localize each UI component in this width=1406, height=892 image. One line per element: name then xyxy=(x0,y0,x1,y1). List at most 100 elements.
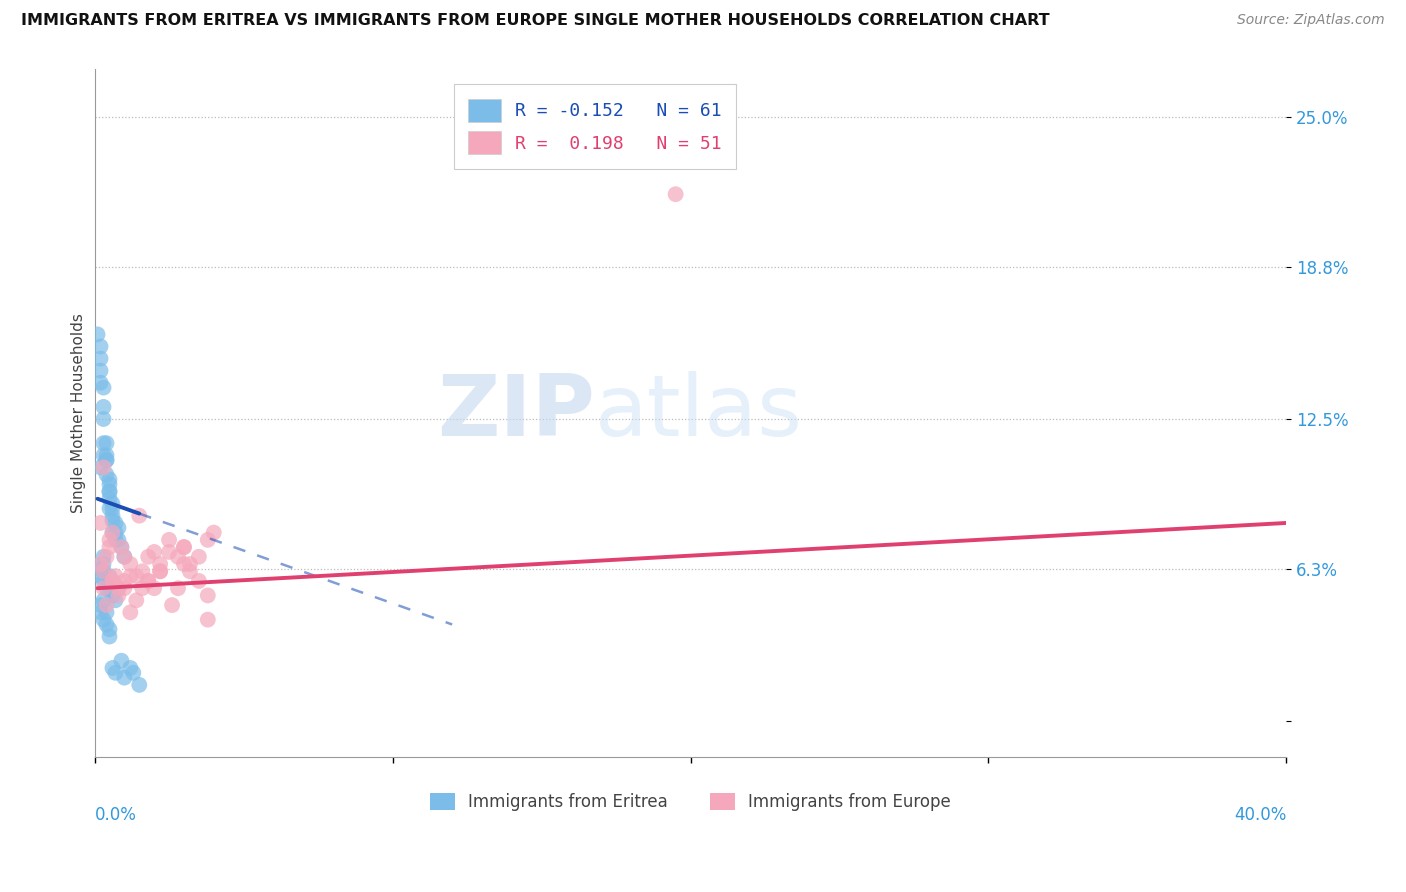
Point xyxy=(90,351,112,366)
Point xyxy=(125,593,148,607)
Point xyxy=(179,557,201,571)
Point xyxy=(93,564,115,578)
Point xyxy=(101,525,124,540)
Point xyxy=(160,598,183,612)
Text: IMMIGRANTS FROM ERITREA VS IMMIGRANTS FROM EUROPE SINGLE MOTHER HOUSEHOLDS CORRE: IMMIGRANTS FROM ERITREA VS IMMIGRANTS FR… xyxy=(21,13,1050,29)
Point xyxy=(120,569,142,583)
Point xyxy=(107,581,129,595)
Point xyxy=(93,574,115,588)
Point xyxy=(96,467,118,482)
Point xyxy=(90,516,112,530)
Point xyxy=(93,381,115,395)
Point xyxy=(90,460,112,475)
Point xyxy=(93,460,115,475)
Point xyxy=(90,339,112,353)
Point xyxy=(128,508,150,523)
Point xyxy=(167,549,190,564)
Point xyxy=(173,540,195,554)
Point xyxy=(98,630,121,644)
Point xyxy=(120,557,142,571)
Point xyxy=(179,564,201,578)
Point xyxy=(157,533,180,547)
Point xyxy=(131,581,153,595)
Point xyxy=(96,606,118,620)
Point xyxy=(128,678,150,692)
Point xyxy=(101,514,124,528)
Point xyxy=(93,436,115,450)
Point xyxy=(104,665,127,680)
Point xyxy=(136,549,159,564)
Point xyxy=(110,540,132,554)
Point xyxy=(104,569,127,583)
Point xyxy=(101,501,124,516)
Point xyxy=(104,525,127,540)
Point xyxy=(173,557,195,571)
Point xyxy=(197,589,219,603)
Point xyxy=(197,533,219,547)
Point xyxy=(101,661,124,675)
Point xyxy=(96,448,118,462)
Point xyxy=(143,545,166,559)
Text: atlas: atlas xyxy=(595,371,803,454)
Point xyxy=(202,525,225,540)
Point xyxy=(143,581,166,595)
Point xyxy=(93,412,115,426)
Point xyxy=(96,581,118,595)
Point xyxy=(98,622,121,636)
Point xyxy=(93,613,115,627)
Point xyxy=(96,549,118,564)
Point xyxy=(120,606,142,620)
Point xyxy=(90,562,112,576)
Point xyxy=(90,557,112,571)
Point xyxy=(90,569,112,583)
Point xyxy=(98,491,121,506)
Point xyxy=(90,606,112,620)
Point xyxy=(90,364,112,378)
Point xyxy=(157,545,180,559)
Point xyxy=(93,448,115,462)
Point xyxy=(187,574,209,588)
Point xyxy=(110,540,132,554)
Point xyxy=(167,581,190,595)
Point xyxy=(93,549,115,564)
Point xyxy=(665,187,688,202)
Point xyxy=(131,564,153,578)
Point xyxy=(90,598,112,612)
Point xyxy=(104,516,127,530)
Point xyxy=(90,376,112,390)
Point xyxy=(98,533,121,547)
Text: 40.0%: 40.0% xyxy=(1234,805,1286,823)
Point xyxy=(93,564,115,578)
Point xyxy=(107,533,129,547)
Point xyxy=(107,521,129,535)
Point xyxy=(98,472,121,486)
Point xyxy=(98,540,121,554)
Point xyxy=(98,484,121,499)
Point xyxy=(101,574,124,588)
Point xyxy=(125,569,148,583)
Text: Source: ZipAtlas.com: Source: ZipAtlas.com xyxy=(1237,13,1385,28)
Point xyxy=(187,549,209,564)
Point xyxy=(112,549,135,564)
Point xyxy=(98,569,121,583)
Legend: Immigrants from Eritrea, Immigrants from Europe: Immigrants from Eritrea, Immigrants from… xyxy=(423,787,957,818)
Point xyxy=(93,581,115,595)
Point xyxy=(101,525,124,540)
Point xyxy=(96,436,118,450)
Point xyxy=(101,589,124,603)
Text: 0.0%: 0.0% xyxy=(94,805,136,823)
Point xyxy=(110,654,132,668)
Point xyxy=(104,593,127,607)
Point xyxy=(96,617,118,632)
Point xyxy=(101,508,124,523)
Point xyxy=(112,574,135,588)
Point xyxy=(96,453,118,467)
Y-axis label: Single Mother Households: Single Mother Households xyxy=(72,313,86,513)
Point xyxy=(101,497,124,511)
Point xyxy=(173,540,195,554)
Point xyxy=(149,564,172,578)
Point xyxy=(107,589,129,603)
Point xyxy=(86,327,108,342)
Point xyxy=(98,581,121,595)
Point xyxy=(149,557,172,571)
